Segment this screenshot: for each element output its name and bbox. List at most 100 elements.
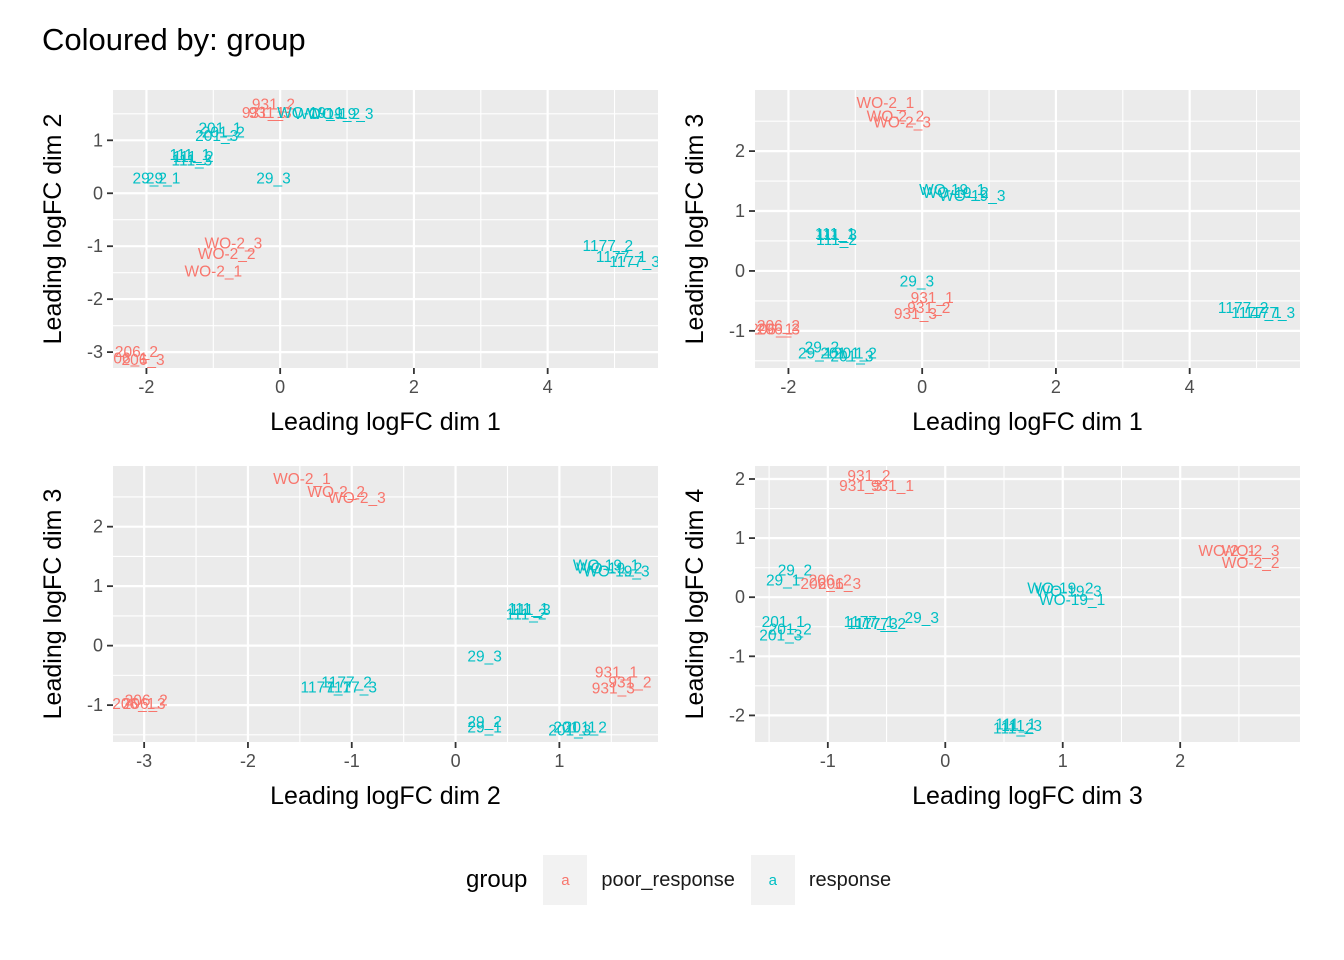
point-label: 201_1 — [762, 614, 805, 631]
legend-title: group — [466, 866, 528, 893]
point-label: WO-19_1 — [1039, 592, 1105, 609]
point-label: WO-19_2 — [294, 106, 360, 123]
x-axis-title: Leading logFC dim 1 — [912, 408, 1143, 436]
point-label: 931_2 — [847, 468, 890, 485]
point-label: 29_2 — [805, 340, 839, 357]
point-label: 29_1 — [146, 170, 180, 187]
legend-key-poor-response: a — [543, 855, 588, 905]
point-label: 1177_1 — [1231, 305, 1282, 322]
point-label: 201_2 — [769, 622, 812, 639]
point-label: 201_3 — [759, 628, 802, 645]
point-label: 201_1 — [820, 346, 863, 363]
x-tick-label: 2 — [1175, 751, 1185, 771]
x-tick-label: -1 — [820, 751, 836, 771]
point-label: 1177_1 — [301, 679, 352, 696]
point-label: 201_2 — [564, 720, 607, 737]
point-label: WO-19_3 — [939, 188, 1005, 205]
y-tick-label: 0 — [93, 183, 103, 203]
point-label: WO-19_1 — [277, 105, 343, 122]
point-label: 206_3 — [818, 576, 861, 593]
point-label: 931_2 — [252, 96, 295, 113]
point-label: 1177_2 — [583, 238, 634, 255]
point-label: WO-19_3 — [583, 563, 649, 580]
y-tick-label: 0 — [735, 261, 745, 281]
point-label: 206_2 — [125, 692, 168, 709]
point-label: 931_3 — [894, 306, 937, 323]
point-label: 29_1 — [766, 573, 800, 590]
point-label: 111_3 — [510, 602, 551, 619]
point-label: 206_3 — [123, 696, 166, 713]
point-label: 206_1 — [105, 350, 148, 367]
point-label: 206_1 — [750, 322, 793, 339]
point-labels: 931_2931_3931_1WO-2_1WO-2_3WO-2_229_229_… — [759, 468, 1279, 737]
point-label: WO-2_1 — [184, 264, 242, 281]
point-label: 206_3 — [122, 352, 165, 369]
point-label: WO-2_1 — [857, 95, 915, 112]
point-label: 931_2 — [608, 675, 651, 692]
point-label: 206_2 — [757, 318, 800, 335]
point-label: 931_1 — [911, 290, 954, 307]
point-label: 201_2 — [834, 346, 877, 363]
point-labels: WO-2_1WO-2_2WO-2_3 WO-19_1WO-19_2WO-19_3 1… — [750, 95, 1296, 366]
point-label: WO-2_2 — [867, 108, 925, 125]
x-axis-title: Leading logFC dim 1 — [270, 408, 501, 436]
y-tick-label: 1 — [93, 130, 103, 150]
point-label: 206_2 — [809, 573, 852, 590]
x-tick-label: -2 — [240, 751, 256, 771]
y-tick-label: -2 — [729, 705, 745, 725]
point-label: WO-2_3 — [1222, 543, 1280, 560]
point-label: 206_1 — [800, 576, 843, 593]
panel-background — [113, 90, 658, 368]
legend-key-response: a — [750, 855, 795, 905]
legend-label-poor-response: poor_response — [601, 868, 735, 891]
point-label: 201_2 — [202, 124, 245, 141]
point-label: WO-2_1 — [1198, 543, 1256, 560]
point-label: 206_2 — [115, 344, 158, 361]
panel-dim2-vs-dim3: -3 -2 -1 0 1 -1 0 1 2 Leading logFC dim 2 Leading … — [39, 466, 658, 810]
x-axis-title: Leading logFC dim 3 — [912, 782, 1143, 810]
y-tick-label: 1 — [735, 201, 745, 221]
point-label: 931_3 — [592, 680, 635, 697]
x-tick-label: 2 — [409, 377, 419, 397]
point-label: 1177_1 — [844, 614, 895, 631]
y-tick-label: -1 — [729, 646, 745, 666]
point-labels: WO-2_1WO-2_2WO-2_3 WO-19_1WO-19_2WO-19_3 1… — [113, 471, 652, 740]
x-tick-label: 1 — [1058, 751, 1068, 771]
point-label: 111_3 — [1001, 718, 1042, 735]
chart-title: Coloured by: group — [42, 22, 306, 57]
y-tick-label: 1 — [93, 576, 103, 596]
point-label: 111_1 — [508, 601, 549, 618]
point-label: 29_1 — [798, 346, 832, 363]
panel-dim1-vs-dim2: -2 0 2 4 -3 -2 -1 0 1 Leading logFC dim 1 Leading … — [39, 90, 660, 436]
point-label: WO-19_3 — [1035, 583, 1101, 600]
x-tick-label: 0 — [940, 751, 950, 771]
y-tick-label: -3 — [87, 342, 103, 362]
point-label: 1177_3 — [847, 616, 898, 633]
point-label: 1177_1 — [596, 249, 647, 266]
point-label: 931_3 — [839, 478, 882, 495]
x-tick-label: -2 — [780, 377, 796, 397]
x-tick-label: 1 — [554, 751, 564, 771]
panel-dim3-vs-dim4: -1 0 1 2 -2 -1 0 1 2 Leading logFC dim 3 Leading l… — [681, 466, 1300, 810]
point-label: 931_3 — [249, 105, 292, 122]
point-label: 111_3 — [816, 227, 857, 244]
legend: group a poor_response a response — [0, 852, 1344, 908]
point-label: 1177_3 — [609, 254, 660, 271]
point-label: 111_3 — [172, 152, 213, 169]
point-label: 1177_3 — [1245, 305, 1296, 322]
point-label: 111_1 — [815, 226, 856, 243]
point-label: WO-2_3 — [873, 114, 931, 131]
point-label: 201_3 — [830, 349, 873, 366]
point-label: 1177_3 — [326, 679, 377, 696]
y-tick-label: -1 — [729, 321, 745, 341]
point-label: 206_3 — [757, 322, 800, 339]
x-tick-label: 2 — [1051, 377, 1061, 397]
point-label: WO-2_3 — [328, 490, 386, 507]
y-tick-label: 2 — [93, 517, 103, 537]
point-label: 29_3 — [256, 170, 290, 187]
point-label: 201_3 — [195, 128, 238, 145]
panel-background — [113, 466, 658, 742]
point-label: 111_2 — [173, 149, 214, 166]
x-tick-label: 4 — [1185, 377, 1195, 397]
point-label: WO-2_1 — [273, 471, 331, 488]
